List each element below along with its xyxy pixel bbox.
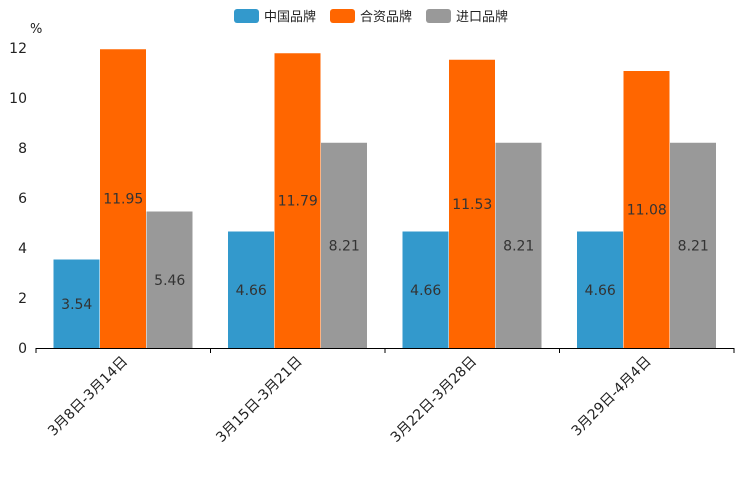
y-tick-label: 2 bbox=[18, 291, 27, 307]
x-tick-label: 3月29日-4月4日 bbox=[569, 354, 655, 440]
data-label: 8.21 bbox=[503, 238, 534, 254]
x-tick-label: 3月15日-3月21日 bbox=[213, 354, 305, 446]
y-tick-label: 10 bbox=[9, 91, 27, 107]
data-label: 4.66 bbox=[410, 283, 441, 299]
y-tick-label: 6 bbox=[18, 191, 27, 207]
bar bbox=[402, 231, 449, 348]
bar bbox=[670, 142, 716, 348]
bar bbox=[274, 53, 321, 348]
bar bbox=[449, 59, 495, 348]
data-label: 8.21 bbox=[329, 238, 360, 254]
legend-swatch bbox=[234, 9, 259, 23]
bar bbox=[228, 231, 274, 348]
bar bbox=[146, 211, 193, 348]
bars: 3.54 4.66 4.66 4.66 11.95 11.79 11.53 11.08 5.46… bbox=[53, 49, 716, 348]
legend-swatch bbox=[330, 9, 355, 23]
data-label: 4.66 bbox=[585, 283, 616, 299]
x-axis: 3月8日-3月14日 3月15日-3月21日 3月22日-3月28日 3月29日-4月… bbox=[35, 348, 735, 446]
legend-label: 中国品牌 bbox=[264, 9, 316, 25]
y-tick-label: 12 bbox=[9, 41, 27, 57]
bar bbox=[53, 259, 100, 348]
legend-swatch bbox=[426, 9, 451, 23]
y-tick-label: 8 bbox=[18, 141, 27, 157]
data-label: 8.21 bbox=[678, 238, 709, 254]
legend-label: 进口品牌 bbox=[456, 9, 508, 25]
legend: 中国品牌 合资品牌 进口品牌 bbox=[234, 9, 508, 25]
data-label: 5.46 bbox=[154, 273, 185, 289]
legend-label: 合资品牌 bbox=[360, 9, 412, 25]
x-tick-label: 3月22日-3月28日 bbox=[388, 354, 480, 446]
x-tick-label: 3月8日-3月14日 bbox=[45, 354, 131, 440]
data-label: 11.53 bbox=[452, 197, 492, 213]
y-tick-label: 4 bbox=[18, 241, 27, 257]
y-axis-ticks: 0 2 4 6 8 10 12 bbox=[9, 41, 27, 357]
data-label: 4.66 bbox=[236, 283, 267, 299]
data-label: 3.54 bbox=[61, 297, 92, 313]
bar bbox=[321, 142, 367, 348]
bar bbox=[100, 49, 146, 348]
data-label: 11.95 bbox=[103, 192, 143, 208]
bar bbox=[495, 142, 542, 348]
bar bbox=[577, 231, 623, 348]
data-label: 11.79 bbox=[278, 194, 318, 210]
y-axis-unit: % bbox=[30, 22, 42, 37]
y-tick-label: 0 bbox=[18, 341, 27, 357]
bar bbox=[623, 71, 670, 348]
data-label: 11.08 bbox=[627, 203, 667, 219]
